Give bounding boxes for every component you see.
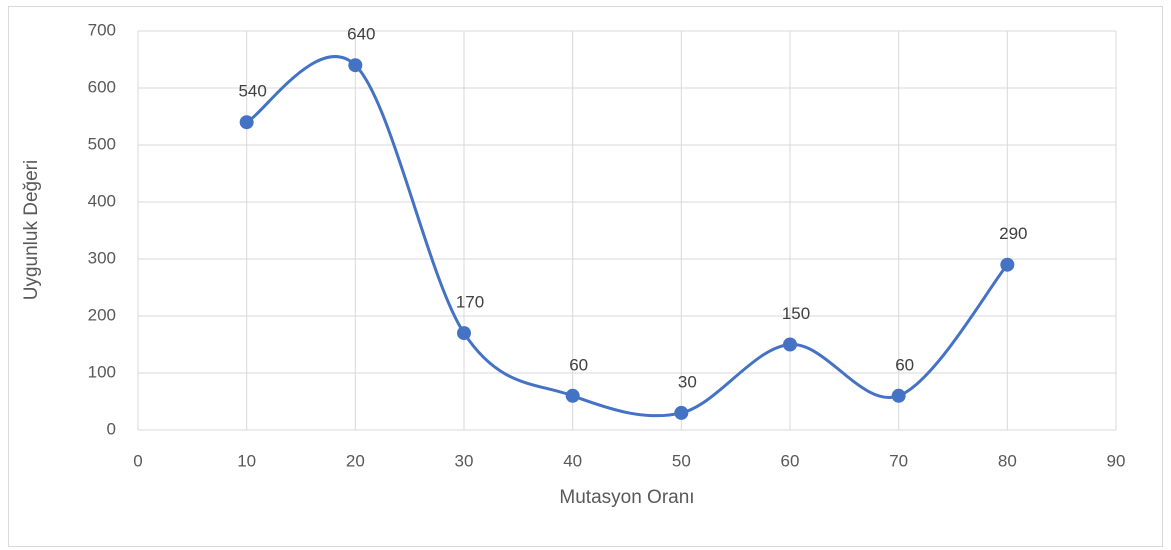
y-tick-label: 600 [88, 77, 116, 96]
y-tick-label: 400 [88, 191, 116, 210]
data-label: 60 [895, 355, 914, 374]
data-label: 540 [238, 82, 266, 101]
x-tick-label: 20 [346, 451, 365, 470]
x-tick-label: 50 [672, 451, 691, 470]
series-line [245, 55, 1009, 418]
x-tick-label: 90 [1107, 451, 1126, 470]
y-tick-label: 300 [88, 248, 116, 267]
y-axis-title: Uygunluk Değeri [21, 160, 42, 300]
y-tick-label: 500 [88, 134, 116, 153]
x-tick-label: 70 [889, 451, 908, 470]
y-tick-label: 700 [88, 20, 116, 39]
x-axis-title: Mutasyon Oranı [559, 487, 694, 508]
data-point [565, 388, 580, 403]
data-point [674, 405, 689, 420]
data-point [348, 58, 363, 73]
y-tick-label: 100 [88, 362, 116, 381]
x-tick-label: 40 [563, 451, 582, 470]
data-label: 150 [782, 304, 810, 323]
data-point [1000, 257, 1015, 272]
x-tick-label: 0 [133, 451, 142, 470]
y-tick-label: 200 [88, 305, 116, 324]
y-tick-label: 0 [107, 419, 116, 438]
x-tick-label: 60 [781, 451, 800, 470]
x-tick-label: 80 [998, 451, 1017, 470]
data-label: 640 [347, 25, 375, 44]
data-point [239, 115, 254, 130]
x-tick-label: 30 [455, 451, 474, 470]
data-label: 60 [569, 355, 588, 374]
data-label: 170 [456, 293, 484, 312]
data-label: 30 [678, 372, 697, 391]
data-point [457, 326, 471, 341]
x-tick-label: 10 [237, 451, 256, 470]
data-label: 290 [999, 224, 1027, 243]
chart-frame [8, 6, 1163, 547]
data-point [783, 337, 797, 352]
data-point [891, 388, 906, 403]
